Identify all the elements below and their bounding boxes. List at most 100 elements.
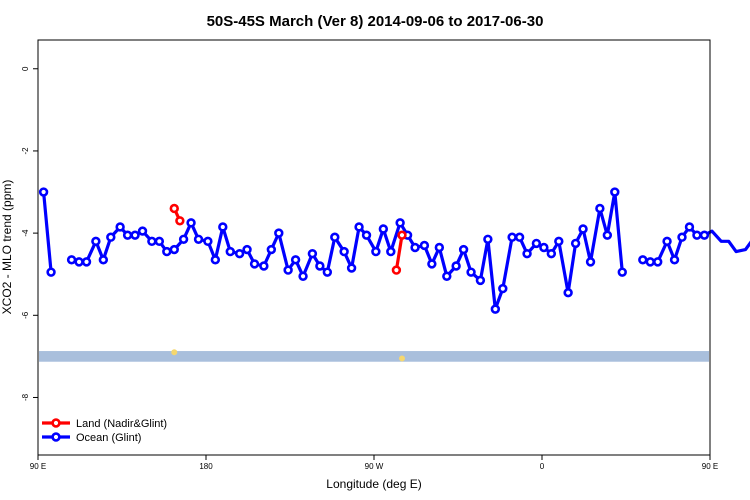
ocean-point-2-5 [677,232,687,242]
ocean-point-1-61 [554,236,564,247]
y-axis: 0 -2 -4 -6 -8 [21,66,38,401]
y-tick-label-1: -2 [21,147,30,155]
x-tick-label-4: 90 E [702,462,718,471]
land-point-0-0 [169,203,179,214]
ocean-point-1-21 [234,248,245,259]
ocean-point-1-17 [203,236,213,247]
land-point-1-1 [391,265,402,275]
ocean-point-1-36 [354,222,364,232]
ocean-point-1-48 [451,261,461,271]
ocean-point-1-6 [115,222,125,232]
ocean-series-line-2 [642,225,750,264]
ocean-point-1-19 [218,222,228,232]
ocean-point-1-2 [81,257,92,267]
ocean-point-1-0 [66,255,77,265]
ocean-point-1-3 [91,236,101,247]
x-axis: 90 E 180 90 W 0 90 E [30,455,718,471]
ocean-point-1-53 [490,304,501,314]
ocean-point-1-38 [371,246,381,257]
ocean-point-1-60 [546,248,557,259]
legend-ocean-label: Ocean (Glint) [76,432,141,444]
ocean-point-1-13 [169,244,179,255]
ocean-point-1-54 [498,283,508,294]
ocean-point-1-43 [410,242,420,253]
y-tick-label-4: -8 [21,393,30,401]
ocean-point-1-23 [249,259,260,269]
ocean-point-1-63 [570,238,581,249]
ocean-point-1-39 [378,224,389,234]
ocean-point-1-52 [483,234,493,244]
ocean-point-1-1 [74,257,84,267]
ocean-point-1-58 [531,238,542,249]
ocean-point-1-34 [339,246,349,257]
ocean-point-1-68 [610,187,620,197]
ocean-point-1-30 [307,248,318,259]
x-tick-label-1: 180 [199,462,213,471]
ocean-point-1-62 [563,287,573,298]
ocean-point-1-10 [147,236,157,247]
y-tick-label-3: -6 [21,311,30,319]
ocean-point-2-6 [684,222,695,232]
ocean-point-2-8 [699,230,710,240]
ocean-point-1-65 [585,257,596,267]
ocean-point-1-40 [386,246,396,257]
ocean-point-1-24 [259,261,269,271]
ocean-point-1-9 [137,226,148,236]
ocean-point-1-35 [346,263,357,273]
ocean-point-2-1 [645,257,655,267]
band-marker-1 [171,349,178,356]
band-marker-2 [399,355,405,362]
ocean-point-1-4 [98,255,109,265]
ocean-point-1-27 [283,265,293,275]
ocean-point-1-20 [225,246,235,257]
ocean-point-1-69 [617,267,627,277]
ocean-point-1-22 [242,244,252,255]
ocean-point-1-8 [130,230,140,240]
ocean-point-1-7 [122,230,133,240]
ocean-point-2-2 [653,257,663,267]
ocean-point-0-1 [46,267,56,277]
series-layer [38,187,750,314]
ocean-series-line-0 [42,191,53,273]
ocean-point-1-55 [507,232,517,242]
land-point-0-1 [175,216,185,226]
ocean-point-1-11 [154,236,165,247]
ocean-point-1-44 [419,240,430,251]
ocean-point-1-18 [210,255,221,265]
ocean-point-1-67 [602,230,613,240]
ocean-point-2-0 [638,255,648,265]
land-point-1-0 [397,230,407,240]
band-layer [39,349,709,362]
background-band [39,351,709,362]
ocean-point-1-64 [578,224,588,234]
ocean-point-1-32 [322,267,333,277]
ocean-point-1-31 [315,261,325,271]
ocean-point-1-12 [162,246,172,257]
x-tick-label-3: 0 [540,462,545,471]
legend-ocean-marker [51,432,61,442]
chart-title: 50S-45S March (Ver 8) 2014-09-06 to 2017… [207,13,544,30]
ocean-point-1-26 [274,228,284,238]
ocean-point-1-14 [178,234,189,244]
ocean-point-1-66 [595,203,605,214]
ocean-point-1-46 [434,242,445,253]
ocean-point-1-33 [330,232,340,242]
ocean-point-1-15 [186,218,196,228]
ocean-point-1-41 [395,218,405,228]
ocean-point-1-47 [442,271,452,281]
ocean-point-2-7 [692,230,702,240]
ocean-point-1-50 [466,267,476,277]
ocean-point-1-5 [106,232,116,242]
y-tick-label-2: -4 [21,229,30,237]
ocean-point-1-29 [298,271,308,281]
x-tick-label-0: 90 E [30,462,46,471]
y-tick-label-0: 0 [21,66,30,71]
ocean-point-1-16 [193,234,204,244]
x-axis-label: Longitude (deg E) [326,477,421,491]
ocean-point-1-59 [539,242,549,253]
ocean-point-1-45 [427,259,437,269]
ocean-point-1-37 [361,230,372,240]
ocean-point-2-3 [662,236,672,247]
legend: Land (Nadir&Glint) Ocean (Glint) [42,418,167,444]
